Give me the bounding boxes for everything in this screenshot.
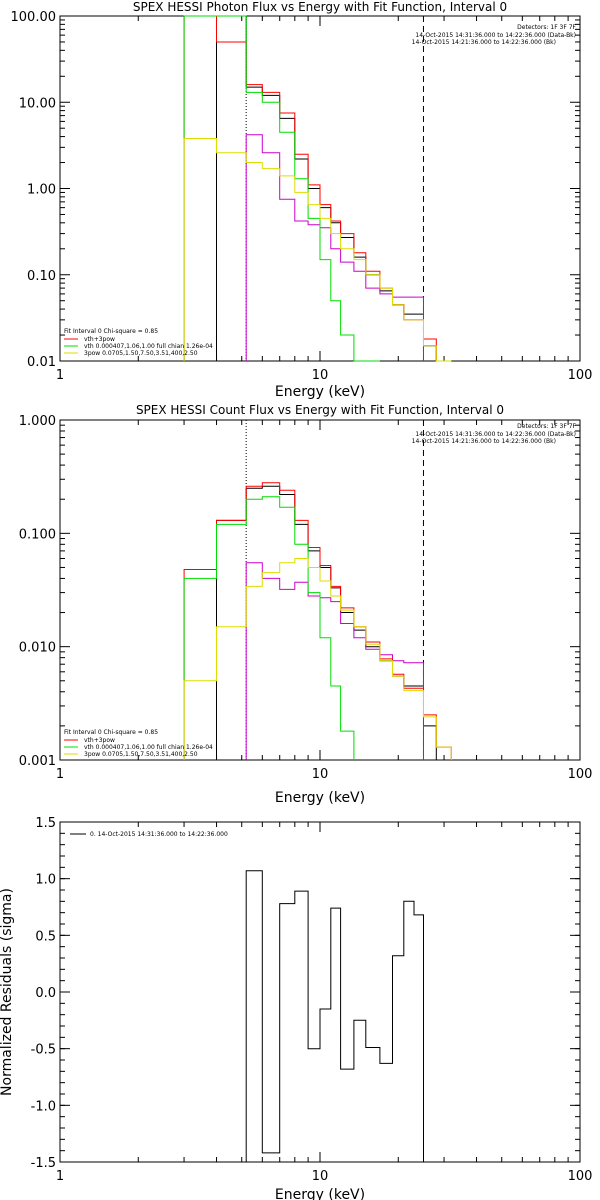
y-tick-label: 1.00: [27, 183, 56, 198]
chart-title: SPEX HESSI Photon Flux vs Energy with Fi…: [133, 0, 507, 14]
legend-entry: 0. 14-Oct-2015 14:31:36.000 to 14:22:36.…: [90, 831, 228, 838]
x-axis-label: Energy (keV): [275, 790, 365, 806]
axis-ticks: 1 10 100 0.01 0.10 1.00 10.00 100.00: [11, 10, 593, 383]
y-tick-label: 1.5: [35, 816, 56, 831]
axis-ticks: 1 10 100 -1.5 -1.0 -0.5 0.0 0.5 1.0 1.5: [31, 816, 593, 1184]
legend-entry: vth+3pow: [84, 336, 115, 343]
y-tick-label: 100.00: [11, 10, 57, 25]
residuals-panel: Energy (keV) Normalized Residuals (sigma…: [0, 816, 592, 1200]
x-tick-label: 10: [312, 767, 329, 782]
legend: Fit Interval 0 Chi-square = 0.85 vth+3po…: [64, 328, 213, 357]
photon-flux-panel: SPEX HESSI Photon Flux vs Energy with Fi…: [11, 0, 593, 400]
series-layer: [183, 482, 452, 760]
detectors-label: Detectors: 1F 3F 7F: [517, 423, 576, 430]
y-tick-label: -1.0: [31, 1099, 56, 1114]
y-tick-label: -1.5: [31, 1156, 56, 1171]
series-vth: [183, 496, 355, 760]
y-tick-label: 0.10: [27, 269, 56, 284]
bk-interval-label: 14-Oct-2015 14:21:36.000 to 14:22:36.000…: [412, 39, 556, 46]
x-axis-label: Energy (keV): [275, 384, 365, 400]
y-tick-label: 0.01: [27, 355, 56, 370]
legend-entry: vth+3pow: [84, 737, 115, 744]
data-interval-label: 14-Oct-2015 14:31:36.000 to 14:22:36.000…: [415, 32, 576, 39]
reference-lines: [245, 16, 424, 361]
x-axis-label: Energy (keV): [275, 1187, 365, 1200]
y-tick-label: 1.000: [19, 414, 56, 429]
plot-frame: [59, 821, 581, 1163]
y-tick-label: 0.0: [35, 986, 56, 1001]
legend: 0. 14-Oct-2015 14:31:36.000 to 14:22:36.…: [70, 831, 228, 838]
x-tick-label: 100: [568, 368, 593, 383]
legend-entry: 3pow 0.0705,1.50,7.50,3.51,400,2.50: [84, 350, 198, 357]
bk-interval-label: 14-Oct-2015 14:21:36.000 to 14:22:36.000…: [412, 438, 556, 445]
data-interval-label: 14-Oct-2015 14:31:36.000 to 14:22:36.000…: [415, 431, 576, 438]
y-tick-label: 0.001: [19, 754, 56, 769]
x-tick-label: 100: [568, 767, 593, 782]
y-tick-label: 0.010: [19, 641, 56, 656]
series-layer: [245, 870, 424, 1162]
x-tick-label: 1: [56, 368, 64, 383]
legend-entry: 3pow 0.0705,1.50,7.50,3.51,400,2.50: [84, 751, 198, 758]
x-tick-label: 1: [56, 767, 64, 782]
axis-ticks: 1 10 100 0.001 0.010 0.100 1.000: [19, 414, 593, 782]
x-tick-label: 10: [312, 1169, 329, 1184]
series-layer: [183, 15, 452, 362]
series-bk: [245, 562, 424, 760]
legend-entry: vth 0.000407,1.06,1.00 full chian 1.26e-…: [84, 343, 213, 350]
legend: Fit Interval 0 Chi-square = 0.85 vth+3po…: [64, 729, 213, 758]
plot-frame: [59, 419, 581, 761]
count-flux-panel: SPEX HESSI Count Flux vs Energy with Fit…: [19, 403, 593, 806]
chart-title: SPEX HESSI Count Flux vs Energy with Fit…: [136, 403, 504, 417]
series-vth: [183, 15, 380, 362]
reference-lines: [245, 420, 424, 760]
x-tick-label: 100: [568, 1169, 593, 1184]
y-tick-label: -0.5: [31, 1043, 56, 1058]
legend-entry: vth 0.000407,1.06,1.00 full chian 1.26e-…: [84, 744, 213, 751]
legend-title: Fit Interval 0 Chi-square = 0.85: [64, 328, 158, 335]
series-data-bk: [216, 485, 437, 760]
y-tick-label: 0.5: [35, 929, 56, 944]
series-3pow: [183, 558, 452, 760]
legend-title: Fit Interval 0 Chi-square = 0.85: [64, 729, 158, 736]
y-axis-label: Normalized Residuals (sigma): [0, 888, 15, 1096]
y-tick-label: 10.00: [19, 96, 56, 111]
series-3pow: [183, 138, 452, 362]
x-tick-label: 1: [56, 1169, 64, 1184]
series-vth-3pow: [183, 482, 452, 760]
y-tick-label: 0.100: [19, 527, 56, 542]
y-tick-label: 1.0: [35, 873, 56, 888]
series-0-14-oct-2015-14-31-36-000-to-14-22-36-000: [245, 870, 424, 1162]
detectors-label: Detectors: 1F 3F 7F: [517, 24, 576, 31]
x-tick-label: 10: [312, 368, 329, 383]
